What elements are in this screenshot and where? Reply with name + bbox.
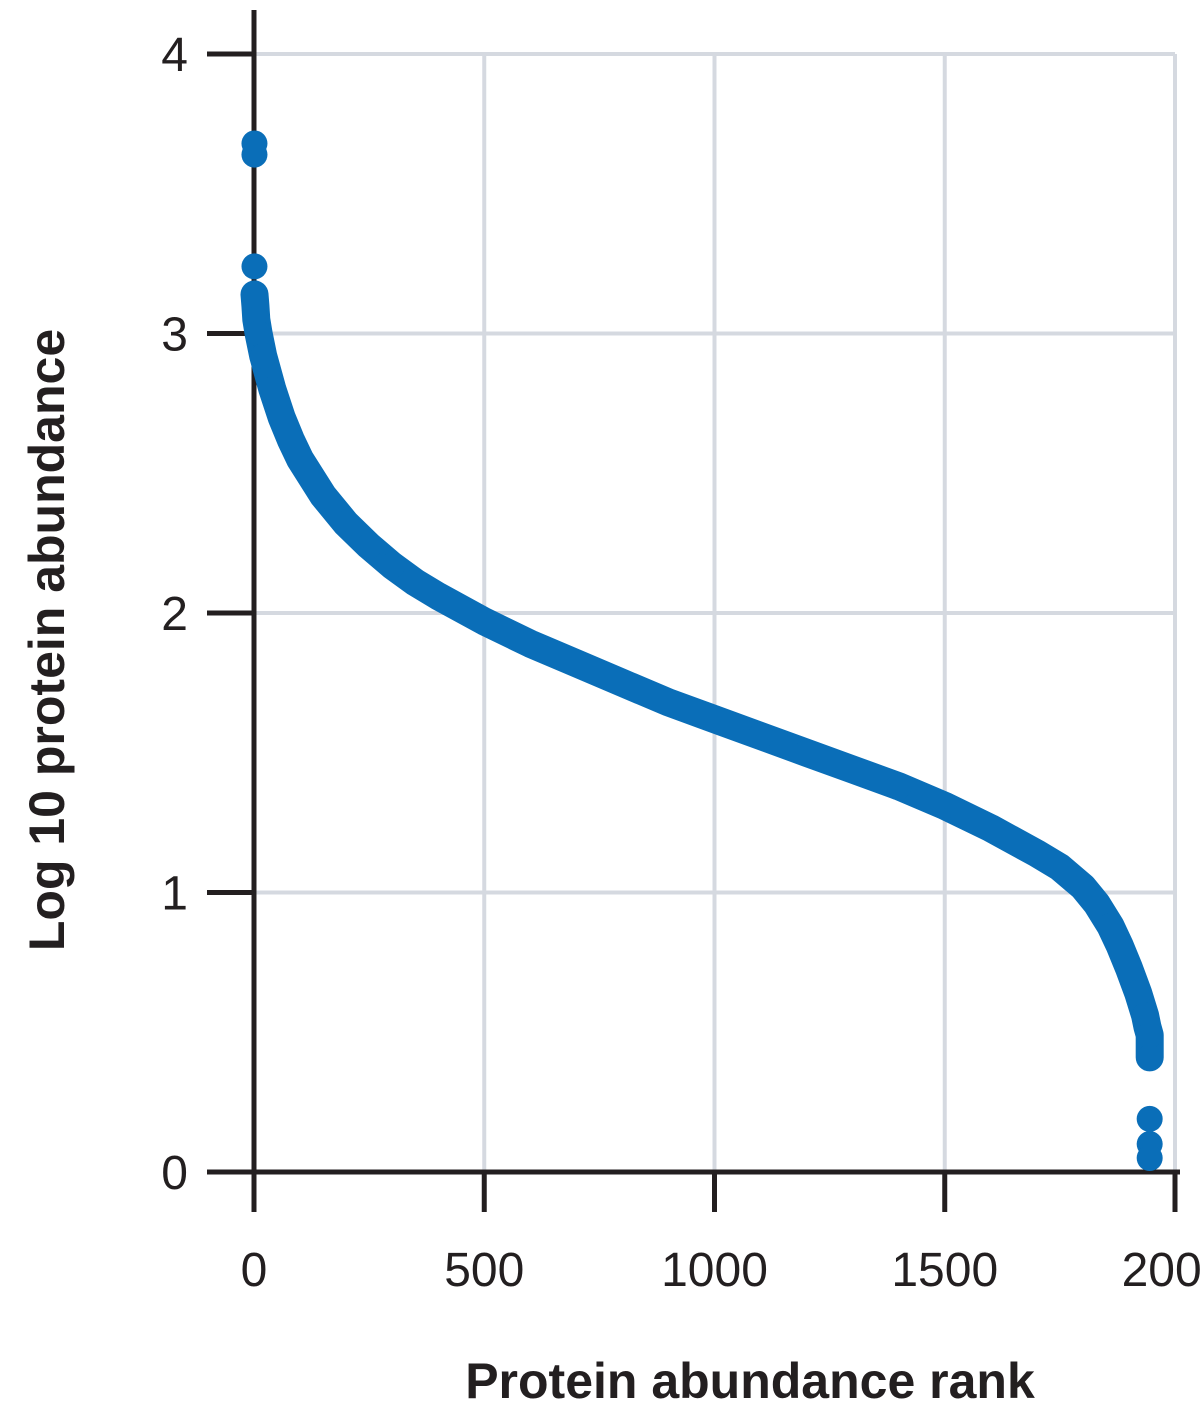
x-tick-label: 500 xyxy=(444,1244,524,1297)
data-point xyxy=(425,583,452,610)
data-point xyxy=(1136,1022,1163,1049)
y-tick-label: 3 xyxy=(161,309,188,362)
y-tick-labels: 0 1 2 3 4 xyxy=(161,29,188,1200)
data-point xyxy=(268,404,295,431)
y-tick-label: 0 xyxy=(161,1147,188,1200)
data-curve xyxy=(240,280,1164,1072)
x-tick-label: 0 xyxy=(241,1244,268,1297)
data-point xyxy=(250,342,277,369)
data-point xyxy=(1115,954,1142,981)
data-point xyxy=(1125,980,1152,1007)
data-point xyxy=(333,510,360,537)
x-tick-label: 1000 xyxy=(661,1244,768,1297)
data-point xyxy=(241,253,268,280)
data-point xyxy=(245,320,272,347)
data-point xyxy=(259,376,286,403)
y-tick-label: 4 xyxy=(161,29,188,82)
data-point xyxy=(609,669,636,696)
data-point xyxy=(931,792,958,819)
data-point xyxy=(1136,1145,1163,1172)
axes xyxy=(207,10,1180,1212)
data-point xyxy=(1136,1044,1163,1071)
data-point xyxy=(977,815,1004,842)
data-point xyxy=(379,552,406,579)
data-points xyxy=(241,130,1163,1172)
x-tick-label: 1500 xyxy=(891,1244,998,1297)
data-band xyxy=(240,280,1164,1072)
data-point xyxy=(517,630,544,657)
data-point xyxy=(1023,840,1050,867)
data-point xyxy=(885,773,912,800)
data-point xyxy=(471,608,498,635)
x-axis-label: Protein abundance rank xyxy=(465,1353,1035,1409)
data-point xyxy=(1106,932,1133,959)
data-point xyxy=(747,722,774,749)
data-point xyxy=(1136,1105,1163,1132)
data-point xyxy=(793,739,820,766)
data-point xyxy=(287,446,314,473)
grid xyxy=(254,52,1177,1172)
y-axis-label: Log 10 protein abundance xyxy=(19,329,75,951)
data-point xyxy=(277,426,304,453)
data-point xyxy=(402,569,429,596)
data-point xyxy=(356,532,383,559)
data-point xyxy=(563,650,590,677)
data-point xyxy=(1046,854,1073,881)
data-point xyxy=(310,482,337,509)
data-point xyxy=(655,689,682,716)
data-point xyxy=(839,756,866,783)
data-point xyxy=(1097,913,1124,940)
data-point xyxy=(241,141,268,168)
data-point xyxy=(1083,890,1110,917)
y-tick-label: 2 xyxy=(161,588,188,641)
data-point xyxy=(701,706,728,733)
y-tick-label: 1 xyxy=(161,868,188,921)
